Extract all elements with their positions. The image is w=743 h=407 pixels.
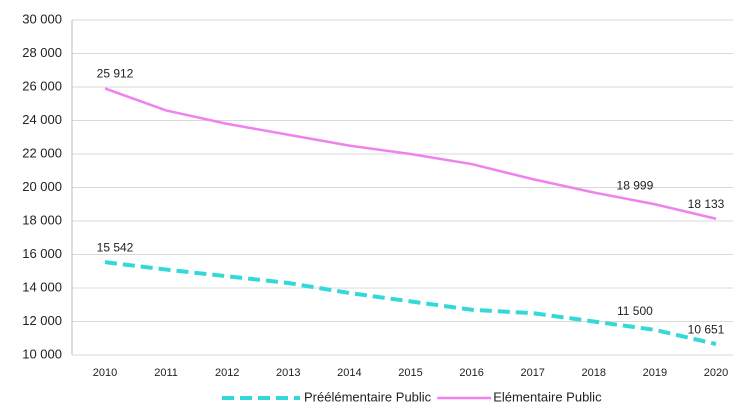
data-label: 10 651: [688, 322, 725, 336]
series-line: [104, 260, 717, 347]
x-tick-label: 2020: [704, 367, 728, 379]
x-tick-label: 2014: [337, 367, 361, 379]
x-tick-label: 2012: [215, 367, 239, 379]
x-tick-label: 2015: [398, 367, 422, 379]
y-tick-label: 18 000: [22, 212, 62, 227]
legend-label: Elémentaire Public: [493, 389, 602, 404]
y-tick-label: 20 000: [22, 179, 62, 194]
y-tick-label: 14 000: [22, 279, 62, 294]
x-tick-label: 2013: [276, 367, 300, 379]
y-tick-label: 28 000: [22, 45, 62, 60]
data-label: 11 500: [617, 304, 653, 318]
y-tick-label: 16 000: [22, 246, 62, 261]
y-tick-label: 30 000: [22, 11, 62, 26]
y-tick-label: 24 000: [22, 112, 62, 127]
y-tick-label: 10 000: [22, 346, 62, 361]
y-tick-label: 22 000: [22, 145, 62, 160]
data-label: 15 542: [97, 240, 134, 254]
data-label: 18 999: [617, 178, 654, 192]
x-tick-label: 2018: [582, 367, 606, 379]
series-line: [104, 87, 717, 220]
x-tick-label: 2017: [520, 367, 544, 379]
x-tick-label: 2010: [93, 367, 117, 379]
data-label: 18 133: [688, 197, 725, 211]
y-tick-label: 12 000: [22, 313, 62, 328]
data-label: 25 912: [97, 67, 134, 81]
legend-label: Préélémentaire Public: [304, 389, 432, 404]
x-tick-label: 2016: [459, 367, 483, 379]
x-tick-label: 2011: [154, 367, 178, 379]
x-tick-label: 2019: [643, 367, 667, 379]
y-tick-label: 26 000: [22, 78, 62, 93]
